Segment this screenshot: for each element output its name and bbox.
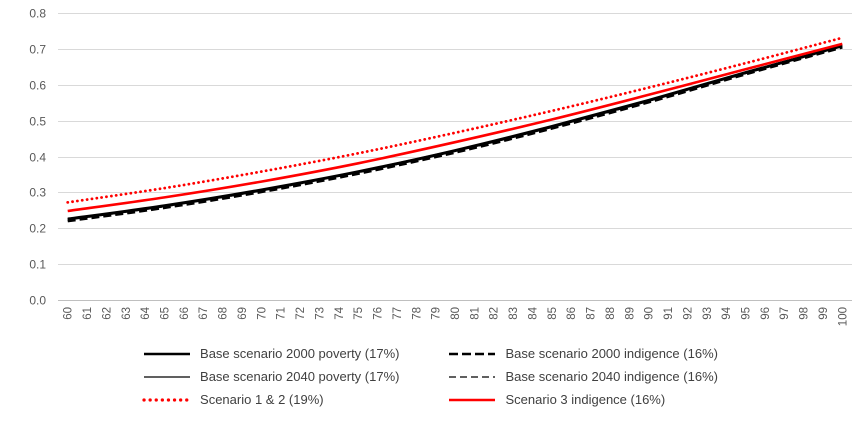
legend-item-4: Scenario 1 & 2 (19%) <box>142 392 324 407</box>
x-tick-label: 100 <box>837 307 849 326</box>
legend-item-1: Base scenario 2000 indigence (16%) <box>447 346 718 361</box>
y-tick-label: 0.6 <box>29 79 46 93</box>
x-tick-label: 64 <box>140 306 152 319</box>
y-tick-label: 0.8 <box>29 7 46 21</box>
x-tick-label: 96 <box>760 307 772 320</box>
x-tick-label: 75 <box>353 307 365 320</box>
x-tick-label: 61 <box>82 307 94 320</box>
x-tick-label: 88 <box>605 307 617 320</box>
legend-marker-solid-line <box>144 375 191 378</box>
series-line-1 <box>67 46 843 223</box>
y-tick-label: 0.4 <box>29 151 46 165</box>
series-line-0 <box>67 44 843 221</box>
y-tick-label: 0.0 <box>29 294 46 308</box>
x-tick-label: 62 <box>101 307 113 320</box>
gridlines <box>58 13 852 301</box>
series-line-4 <box>66 36 844 204</box>
x-tick-label: 92 <box>682 307 694 320</box>
x-tick-label: 87 <box>586 307 598 320</box>
y-tick-label: 0.1 <box>29 258 46 272</box>
x-tick-label: 74 <box>334 306 346 319</box>
x-tick-label: 91 <box>663 307 675 320</box>
legend-item-0: Base scenario 2000 poverty (17%) <box>142 346 399 361</box>
x-tick-label: 60 <box>63 307 75 320</box>
x-tick-label: 72 <box>295 307 307 320</box>
x-tick-label: 68 <box>218 307 230 320</box>
legend-marker-dotted-line <box>142 397 192 402</box>
legend-item-3: Base scenario 2040 indigence (16%) <box>447 369 718 384</box>
x-tick-label: 86 <box>566 307 578 320</box>
series-line-2 <box>67 44 843 219</box>
x-tick-label: 65 <box>160 307 172 320</box>
line-chart: 0.00.10.20.30.40.50.60.70.860 61 62 63 64 65 6… <box>29 7 852 326</box>
x-tick-label: 82 <box>489 307 501 320</box>
legend-marker-dashed-line <box>449 375 496 378</box>
legend-label: Scenario 1 & 2 (19%) <box>200 392 324 407</box>
x-tick-label: 93 <box>702 307 714 320</box>
legend-label: Base scenario 2040 poverty (17%) <box>200 369 400 384</box>
legend-item-2: Base scenario 2040 poverty (17%) <box>142 369 399 384</box>
legend-marker-dashed-line <box>449 352 496 355</box>
x-tick-label: 76 <box>373 307 385 320</box>
x-axis-labels: 60 61 62 63 64 65 66 67 68 69 70 71 72 73 74 75 76 77 78 79… <box>63 306 850 326</box>
x-tick-label: 69 <box>237 307 249 320</box>
x-tick-label: 89 <box>624 307 636 320</box>
x-tick-label: 66 <box>179 307 191 320</box>
legend-label: Base scenario 2000 indigence (16%) <box>505 346 718 361</box>
x-tick-label: 81 <box>469 307 481 320</box>
x-tick-label: 79 <box>431 307 443 320</box>
x-tick-label: 98 <box>799 307 811 320</box>
y-tick-label: 0.7 <box>29 43 46 57</box>
x-tick-label: 73 <box>314 307 326 320</box>
x-tick-label: 94 <box>721 306 733 319</box>
x-tick-label: 77 <box>392 307 404 320</box>
x-tick-label: 97 <box>779 307 791 320</box>
x-tick-label: 71 <box>276 307 288 320</box>
series-line-3 <box>67 46 843 221</box>
y-tick-label: 0.5 <box>29 115 46 129</box>
legend-label: Base scenario 2040 indigence (16%) <box>505 369 718 384</box>
x-tick-label: 99 <box>818 307 830 320</box>
series-lines <box>66 36 844 223</box>
legend-marker-solid-line <box>449 398 496 401</box>
legend-item-5: Scenario 3 indigence (16%) <box>447 392 665 407</box>
y-axis-labels: 0.0 0.1 0.2 0.3 0.4 0.5 0.6 0.7 0.8 <box>29 7 46 308</box>
x-tick-label: 63 <box>121 307 133 320</box>
y-tick-label: 0.3 <box>29 186 46 200</box>
legend-label: Scenario 3 indigence (16%) <box>505 392 666 407</box>
x-tick-label: 67 <box>198 307 210 320</box>
x-tick-label: 70 <box>256 307 268 320</box>
chart-legend: Base scenario 2000 poverty (17%) Base sce… <box>0 346 860 407</box>
y-tick-label: 0.2 <box>29 222 46 236</box>
x-tick-label: 78 <box>411 307 423 320</box>
legend-label: Base scenario 2000 poverty (17%) <box>200 346 400 361</box>
x-tick-label: 85 <box>547 307 559 320</box>
series-line-5 <box>67 42 843 213</box>
x-tick-label: 84 <box>527 306 539 319</box>
x-tick-label: 95 <box>740 307 752 320</box>
legend-marker-solid-line <box>144 352 191 355</box>
x-tick-label: 90 <box>644 307 656 320</box>
x-tick-label: 80 <box>450 307 462 320</box>
x-tick-label: 83 <box>508 307 520 320</box>
